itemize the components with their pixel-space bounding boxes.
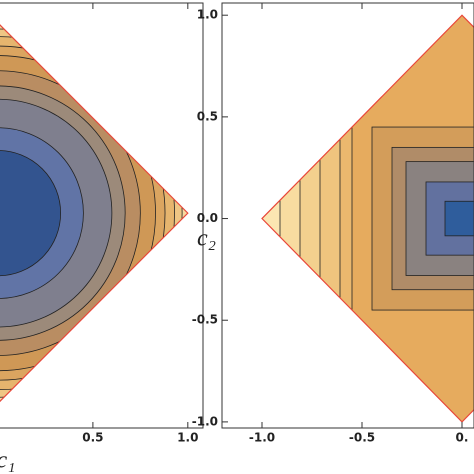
contour-plot <box>0 22 188 404</box>
x-axis-label: c₁ <box>0 448 16 474</box>
plot-frame <box>0 2 204 429</box>
y-tick-label: 0.0 <box>197 211 218 225</box>
y-tick-label: -1.0 <box>192 414 218 428</box>
contour-plot <box>262 15 474 422</box>
x-tick-label: 1.0 <box>177 431 198 445</box>
x-tick-label: -0.5 <box>349 431 375 445</box>
y-tick-label: -0.5 <box>192 313 218 327</box>
x-tick-label: 0.5 <box>82 431 103 445</box>
domain-boundary <box>261 14 474 423</box>
plot-frame <box>221 2 474 429</box>
y-tick-label: 0.5 <box>197 109 218 123</box>
y-axis-label: c₂ <box>197 226 216 252</box>
contour-band <box>0 150 62 277</box>
contour-band <box>444 200 474 237</box>
x-tick-label: 0. <box>456 431 469 445</box>
domain-boundary <box>0 24 189 403</box>
x-tick-label: -1.0 <box>249 431 275 445</box>
y-tick-label: 1.0 <box>197 8 218 22</box>
